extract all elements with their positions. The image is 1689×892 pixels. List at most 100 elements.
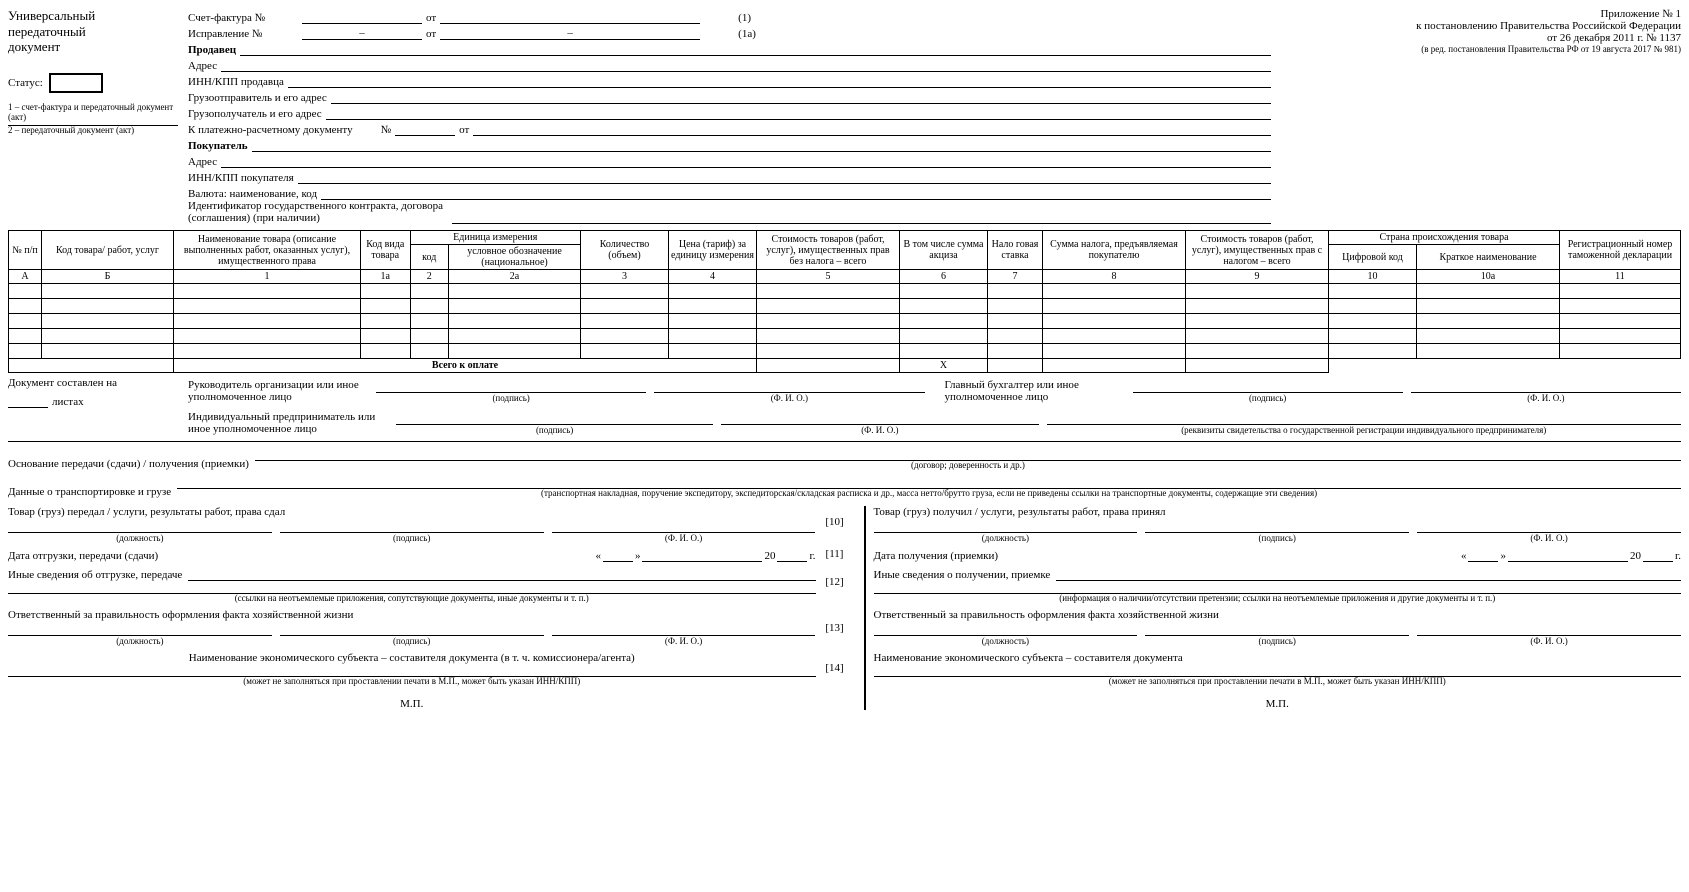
sent-fio[interactable]: [552, 520, 816, 533]
total-label: Всего к оплате: [174, 359, 757, 373]
sign-cap7: (подпись): [1145, 636, 1409, 646]
consignee-label: Грузополучатель и его адрес: [188, 108, 322, 120]
recv-year[interactable]: [1643, 549, 1673, 562]
seller-addr-label: Адрес: [188, 60, 217, 72]
doc-compiled: Документ составлен на листах: [8, 377, 178, 435]
table-row[interactable]: [9, 329, 1681, 344]
transport-label: Данные о транспортировке и грузе: [8, 486, 171, 498]
table-row[interactable]: [9, 299, 1681, 314]
sheets-num[interactable]: [8, 395, 48, 408]
marker1: (1): [738, 12, 751, 24]
recv-sign[interactable]: [1145, 520, 1409, 533]
mp-left: М.П.: [8, 698, 816, 710]
appendix1: Приложение № 1: [1281, 8, 1681, 20]
goods-sent-label: Товар (груз) передал / услуги, результат…: [8, 506, 816, 518]
seller-addr[interactable]: [221, 59, 1271, 72]
seller-label: Продавец: [188, 44, 236, 56]
shipper-label: Грузоотправитель и его адрес: [188, 92, 327, 104]
table-row[interactable]: [9, 284, 1681, 299]
resp-right-pos[interactable]: [874, 623, 1138, 636]
inn-buyer[interactable]: [298, 171, 1271, 184]
sent-pos[interactable]: [8, 520, 272, 533]
status-label: Статус:: [8, 77, 43, 89]
buyer-label: Покупатель: [188, 140, 248, 152]
entrepr-fio[interactable]: [721, 412, 1038, 425]
accountant-sign[interactable]: [1133, 380, 1403, 393]
th-tax-sum: Сумма налога, предъявляемая покупателю: [1043, 231, 1186, 270]
sent-sign[interactable]: [280, 520, 544, 533]
manager-sign[interactable]: [376, 380, 646, 393]
idx-5: 5: [757, 270, 900, 284]
ship-month[interactable]: [642, 549, 762, 562]
fio-cap2: (Ф. И. О.): [1411, 393, 1681, 403]
ship-day[interactable]: [603, 549, 633, 562]
other-ship-val[interactable]: [188, 568, 815, 581]
table-row[interactable]: [9, 344, 1681, 359]
recv-date-label: Дата получения (приемки): [874, 550, 999, 562]
invoice-num[interactable]: [302, 11, 422, 24]
corr-num[interactable]: –: [302, 27, 422, 40]
seller-val[interactable]: [240, 43, 1271, 56]
idx-10: 10: [1329, 270, 1417, 284]
sign-cap5: (подпись): [280, 636, 544, 646]
resp-left-sign[interactable]: [280, 623, 544, 636]
entrepreneur-block: Индивидуальный предприниматель или иное …: [188, 411, 1681, 435]
entrepr-rekv[interactable]: [1047, 412, 1682, 425]
idx-4: 4: [669, 270, 757, 284]
recv-fio[interactable]: [1417, 520, 1681, 533]
paydoc-label: К платежно-расчетному документу: [188, 124, 353, 136]
entrepr-sign[interactable]: [396, 412, 713, 425]
recv-day[interactable]: [1468, 549, 1498, 562]
sign-cap4: (подпись): [280, 533, 544, 543]
buyer-addr[interactable]: [221, 155, 1271, 168]
shipper[interactable]: [331, 91, 1271, 104]
status-box[interactable]: [49, 73, 103, 93]
idx-6: 6: [900, 270, 988, 284]
other-ship-label: Иные сведения об отгрузке, передаче: [8, 569, 182, 581]
paydoc-date[interactable]: [473, 123, 1271, 136]
num-label: №: [381, 124, 392, 136]
sign-cap2: (подпись): [1133, 393, 1403, 403]
buyer[interactable]: [252, 139, 1271, 152]
paydoc-num[interactable]: [395, 123, 455, 136]
transport-note: (транспортная накладная, поручение экспе…: [177, 488, 1681, 498]
accountant-fio[interactable]: [1411, 380, 1681, 393]
th-name: Наименование товара (описание выполненны…: [174, 231, 361, 270]
bracket-col: [10] [11] [12] [13] [14]: [820, 506, 860, 710]
correction-label: Исправление №: [188, 28, 298, 40]
invoice-date[interactable]: [440, 11, 700, 24]
manager-block: Руководитель организации или иное уполно…: [188, 377, 925, 403]
ot3: от: [459, 124, 469, 136]
manager-fio[interactable]: [654, 380, 924, 393]
doc-compiled-label: Документ составлен на: [8, 377, 178, 389]
ship-year[interactable]: [777, 549, 807, 562]
th-unit-code: код: [410, 245, 449, 270]
mp-right: М.П.: [874, 698, 1682, 710]
resp-right-sign[interactable]: [1145, 623, 1409, 636]
subject-note-l: (может не заполняться при проставлении п…: [8, 676, 816, 686]
pos-cap4: (должность): [874, 636, 1138, 646]
govcontract[interactable]: [452, 211, 1271, 224]
table-row[interactable]: [9, 314, 1681, 329]
idx-1: 1: [174, 270, 361, 284]
resp-right-fio[interactable]: [1417, 623, 1681, 636]
q2r: »: [1500, 550, 1506, 562]
consignee[interactable]: [326, 107, 1271, 120]
idx-10a: 10а: [1417, 270, 1560, 284]
total-row: Всего к оплате Х: [9, 359, 1681, 373]
y20: 20: [764, 550, 775, 562]
basis-row: Основание передачи (сдачи) / получения (…: [8, 448, 1681, 470]
th-excise: В том числе сумма акциза: [900, 231, 988, 270]
th-kind: Код вида товара: [361, 231, 411, 270]
basis-label: Основание передачи (сдачи) / получения (…: [8, 458, 249, 470]
other-recv-val[interactable]: [1056, 568, 1681, 581]
currency[interactable]: [321, 187, 1271, 200]
resp-left-fio[interactable]: [552, 623, 816, 636]
govcontract-label: Идентификатор государственного контракта…: [188, 200, 448, 224]
corr-date[interactable]: –: [440, 27, 700, 40]
inn-seller[interactable]: [288, 75, 1271, 88]
recv-month[interactable]: [1508, 549, 1628, 562]
main-table: № п/п Код товара/ работ, услуг Наименова…: [8, 230, 1681, 373]
resp-left-pos[interactable]: [8, 623, 272, 636]
recv-pos[interactable]: [874, 520, 1138, 533]
